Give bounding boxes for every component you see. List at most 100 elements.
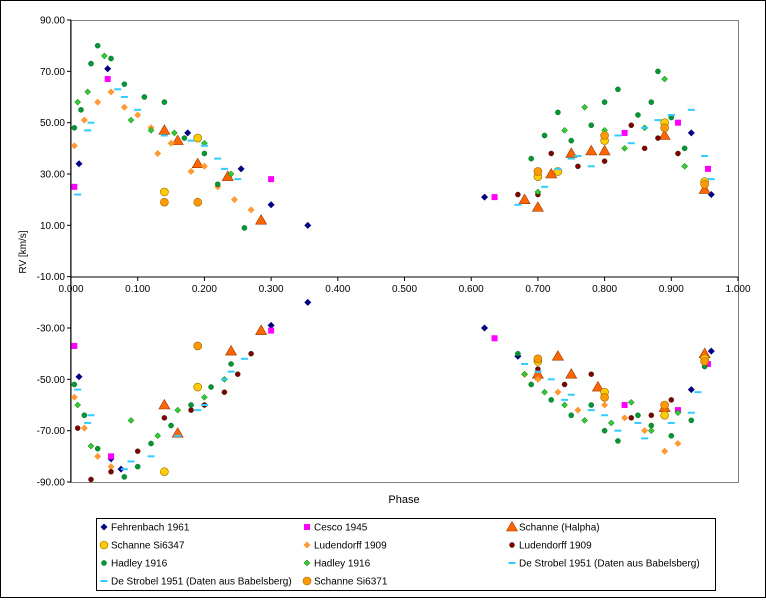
legend-label: Fehrenbach 1961 [111,523,190,534]
data-point [561,381,568,388]
legend-item: Schanne Si6371 [302,577,388,588]
data-point [581,103,588,111]
legend-item: De Strobel 1951 (Daten aus Babelsberg) [508,559,700,570]
data-point [628,415,635,421]
data-point [80,424,88,432]
axes: 0.000 0.100 0.200 0.300 0.400 0.500 0.600 0.700… [37,16,751,489]
series-5 [74,122,681,483]
legend-marker [100,523,108,531]
x-tick-label: 0.800 [592,284,617,295]
x-tick-label: 0.600 [459,284,484,295]
data-point [681,145,688,152]
data-point [600,392,609,402]
data-point [141,94,148,100]
data-point [621,402,628,408]
data-point [674,440,682,447]
data-point [515,191,521,198]
data-point [533,167,543,176]
data-point [607,419,615,427]
data-point [221,389,228,395]
data-point [181,135,188,141]
data-marks [70,42,715,483]
data-point [121,474,128,480]
data-point [660,410,669,420]
data-point [94,445,101,452]
data-point [621,144,628,152]
x-tick-label: 0.100 [125,284,150,295]
data-point [615,438,621,444]
data-point [600,131,609,140]
data-point [134,463,141,470]
data-point [681,162,688,170]
legend-item: Ludendorff 1909 [509,541,592,552]
y-axis-label: RV [km/s] [18,230,29,273]
y-tick-label: -50.00 [37,375,66,386]
data-point [214,181,221,188]
data-point [160,187,169,197]
data-point [533,354,543,364]
legend-item: Ludendorff 1909 [303,541,387,552]
data-point [601,158,608,164]
data-point [548,150,554,157]
data-point [201,150,208,157]
data-point [134,111,142,119]
data-point [75,160,83,168]
data-point [71,125,78,131]
y-tick-label: 30.00 [40,170,65,181]
x-tick-label: 0.900 [659,284,684,295]
data-point [78,107,84,113]
legend-item: Schanne Si6347 [99,540,185,552]
data-point [621,414,629,422]
y-tick-label: -90.00 [37,478,66,489]
data-point [615,86,621,93]
data-point [127,417,135,424]
data-point [688,417,695,424]
legend-label: Hadley 1916 [111,559,168,570]
data-point [134,448,141,454]
data-point [108,468,114,475]
data-point [574,406,582,414]
data-point [121,81,128,87]
data-point [193,133,203,143]
data-point [247,206,255,214]
legend-label: De Strobel 1951 (Daten aus Babelsberg) [111,577,292,588]
data-point [660,123,669,133]
data-point [234,371,241,377]
legend-marker [101,560,107,566]
x-tick-label: 0.700 [525,284,550,295]
legend-item: Schanne (Halpha) [505,520,600,534]
y-tick-label: -10.00 [37,272,66,283]
data-point [575,163,581,170]
data-point [481,324,489,332]
legend-label: Ludendorff 1909 [314,541,387,552]
data-point [641,145,648,152]
data-point [660,400,669,410]
series-2 [158,124,711,438]
x-tick-label: 0.000 [58,284,83,295]
series-10 [160,123,709,410]
data-point [267,321,275,329]
legend-marker [509,542,515,548]
legend-marker [99,540,109,550]
data-point [554,388,562,396]
y-tick-label: -70.00 [37,426,66,437]
data-point [227,170,235,178]
legend-label: Ludendorff 1909 [519,541,592,552]
data-point [193,197,203,207]
data-point [545,167,558,179]
data-point [588,371,595,377]
data-point [601,401,609,409]
data-point [74,425,81,431]
data-point [237,165,245,173]
data-point [700,179,709,189]
data-point [188,402,194,408]
data-point [668,397,675,403]
data-point [541,388,548,396]
data-point [581,417,588,424]
data-point [188,407,194,413]
legend-item: Hadley 1916 [101,559,168,570]
data-point [148,440,154,447]
data-point [601,99,608,105]
data-point [591,380,604,392]
